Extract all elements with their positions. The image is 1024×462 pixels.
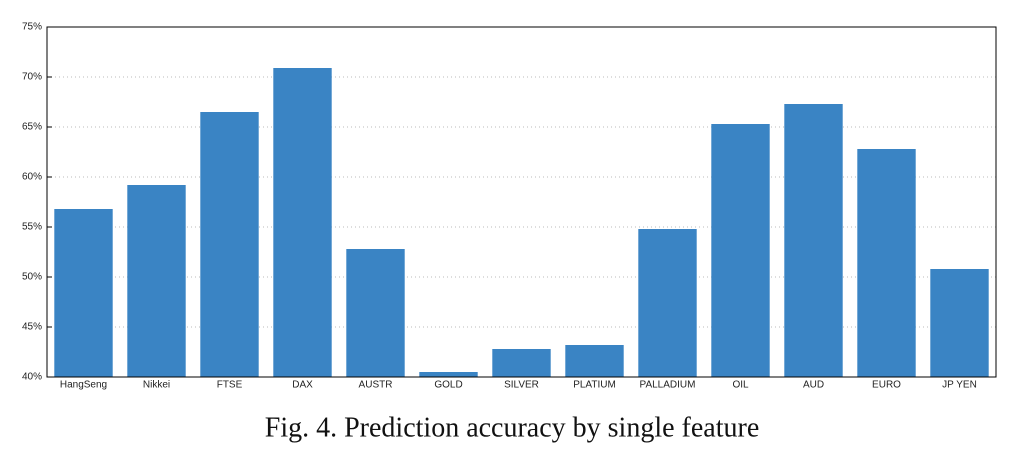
- x-tick-label: SILVER: [504, 380, 539, 391]
- bar: [565, 345, 624, 377]
- caption: Fig. 4. Prediction accuracy by single fe…: [265, 412, 760, 443]
- y-tick-label: 75%: [22, 22, 42, 33]
- bar: [930, 269, 989, 377]
- x-tick-label: DAX: [292, 380, 313, 391]
- bar: [346, 249, 405, 377]
- x-tick-label: PLATIUM: [573, 380, 616, 391]
- x-tick-label: EURO: [872, 380, 901, 391]
- x-tick-label: AUD: [803, 380, 824, 391]
- bar: [784, 104, 843, 377]
- bar: [419, 372, 478, 377]
- plot-frame: [46, 26, 997, 378]
- bar: [638, 229, 697, 377]
- bar: [273, 68, 332, 377]
- y-tick-label: 40%: [22, 372, 42, 383]
- y-tick-label: 60%: [22, 172, 42, 183]
- bar: [200, 112, 259, 377]
- y-tick-label: 45%: [22, 322, 42, 333]
- bar: [492, 349, 551, 377]
- bar: [54, 209, 113, 377]
- bar: [711, 124, 770, 377]
- bar: [127, 185, 186, 377]
- x-tick-label: OIL: [732, 380, 749, 391]
- y-tick-label: 55%: [22, 222, 42, 233]
- x-tick-label: JP YEN: [942, 380, 977, 391]
- bar: [857, 149, 916, 377]
- y-tick-label: 65%: [22, 122, 42, 133]
- y-tick-label: 70%: [22, 72, 42, 83]
- x-tick-label: Nikkei: [143, 380, 170, 391]
- y-tick-label: 50%: [22, 272, 42, 283]
- x-tick-label: FTSE: [217, 380, 243, 391]
- x-tick-label: AUSTR: [359, 380, 393, 391]
- x-tick-label: HangSeng: [60, 380, 107, 391]
- x-tick-label: PALLADIUM: [640, 380, 696, 391]
- x-tick-label: GOLD: [434, 380, 462, 391]
